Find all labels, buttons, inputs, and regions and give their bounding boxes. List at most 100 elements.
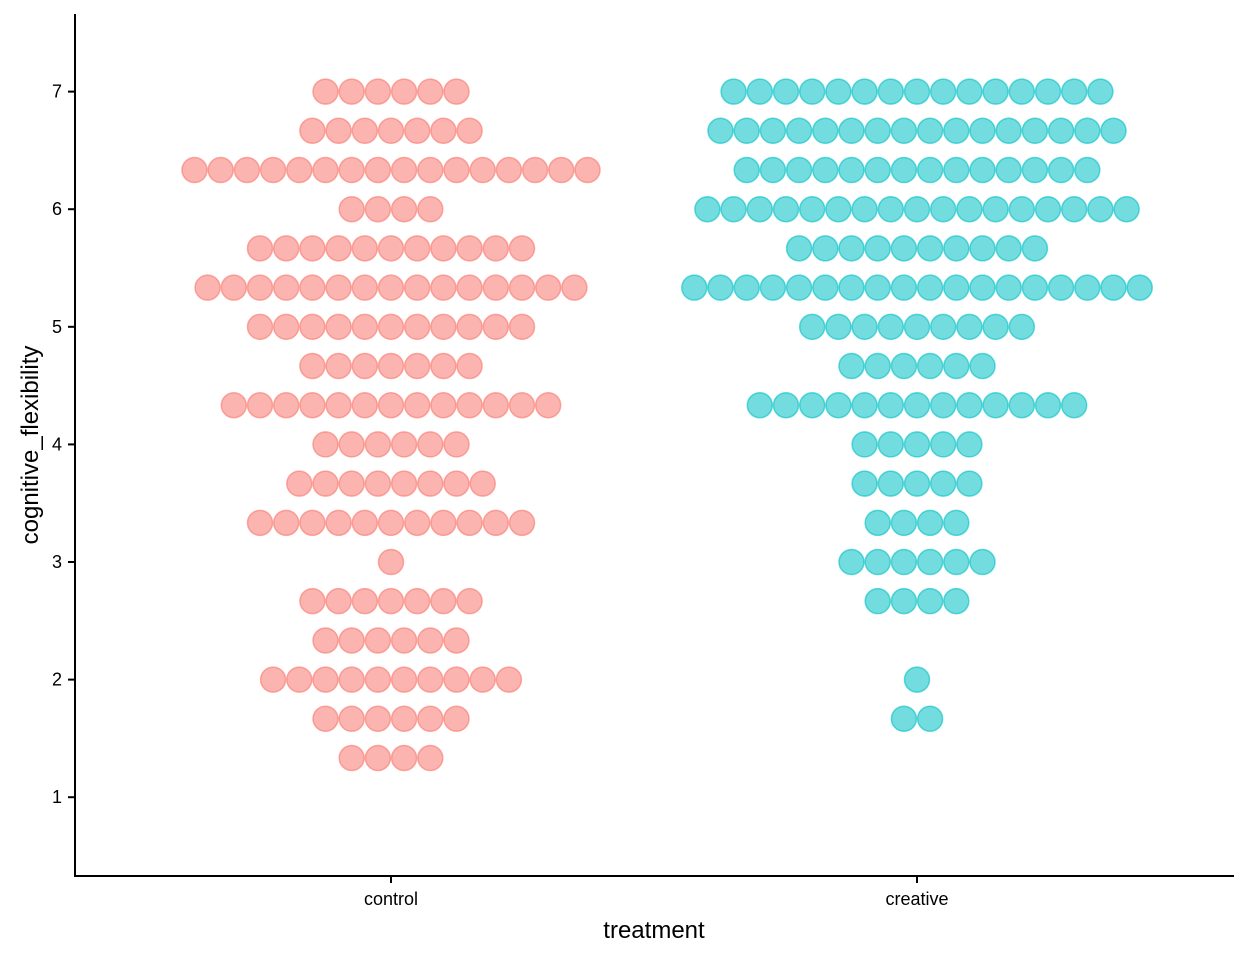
dot-creative <box>720 78 747 105</box>
dot-control <box>338 156 365 184</box>
dot-creative <box>995 156 1022 184</box>
dot-creative <box>1074 274 1101 301</box>
dot-control <box>430 509 457 537</box>
dot-control <box>430 274 457 301</box>
dot-control <box>456 313 483 341</box>
dot-control <box>364 195 392 223</box>
dot-creative <box>929 431 957 458</box>
dot-control <box>390 744 418 772</box>
dot-creative <box>1008 78 1036 105</box>
dot-creative <box>956 78 983 105</box>
dot-creative <box>1008 392 1036 419</box>
dot-creative <box>995 235 1022 262</box>
dot-control <box>430 117 457 145</box>
dot-control <box>377 548 405 576</box>
dot-control <box>351 117 379 145</box>
dot-creative <box>772 195 800 223</box>
dot-creative <box>916 235 944 262</box>
dot-creative <box>864 548 891 576</box>
dot-control <box>246 509 274 537</box>
dot-control <box>377 587 405 615</box>
dot-control <box>521 156 549 184</box>
dot-control <box>430 313 457 341</box>
dot-creative <box>903 392 931 419</box>
dot-creative <box>825 313 852 341</box>
dot-creative <box>956 313 983 341</box>
dot-control <box>325 587 352 615</box>
dot-control <box>338 78 365 105</box>
dot-control <box>338 744 365 772</box>
dot-creative <box>1034 195 1062 223</box>
dot-control <box>338 627 365 654</box>
dot-creative <box>1100 117 1127 145</box>
dot-control <box>233 156 261 184</box>
dot-control <box>377 117 405 145</box>
dot-creative <box>785 156 813 184</box>
dot-control <box>299 392 326 419</box>
dot-control <box>390 705 418 733</box>
dot-control <box>443 705 470 733</box>
dot-control <box>443 431 470 458</box>
dot-creative <box>1060 195 1088 223</box>
dot-control <box>456 352 483 380</box>
dot-control <box>325 509 352 537</box>
dot-creative <box>838 117 865 145</box>
dot-creative <box>785 117 813 145</box>
y-tick-label: 2 <box>52 670 62 690</box>
y-tick-label: 3 <box>52 552 62 572</box>
dot-control <box>312 470 339 497</box>
dot-creative <box>1021 235 1049 262</box>
dot-creative <box>890 548 918 576</box>
dot-creative <box>943 235 970 262</box>
dot-creative <box>1100 274 1127 301</box>
dot-creative <box>916 156 944 184</box>
dot-creative <box>916 117 944 145</box>
dot-control <box>417 470 444 497</box>
dot-control <box>548 156 575 184</box>
dot-creative <box>759 274 787 301</box>
dot-control <box>430 587 457 615</box>
dot-control <box>364 156 392 184</box>
dot-control <box>181 156 208 184</box>
dot-control <box>351 587 379 615</box>
dot-control <box>495 666 523 693</box>
dot-control <box>364 431 392 458</box>
dot-creative <box>812 235 839 262</box>
dot-control <box>377 392 405 419</box>
dot-control <box>299 352 326 380</box>
dot-creative <box>982 195 1009 223</box>
dot-creative <box>746 392 774 419</box>
dot-creative <box>877 313 905 341</box>
dot-creative <box>1034 78 1062 105</box>
dot-creative <box>864 117 891 145</box>
dot-creative <box>825 78 852 105</box>
dot-creative <box>838 156 865 184</box>
dot-control <box>390 431 418 458</box>
dot-control <box>364 78 392 105</box>
dot-control <box>456 392 483 419</box>
dots-layer <box>181 78 1153 772</box>
dot-creative <box>956 195 983 223</box>
dot-creative <box>929 392 957 419</box>
dot-control <box>312 78 339 105</box>
dot-creative <box>890 352 918 380</box>
dot-creative <box>864 156 891 184</box>
dot-control <box>469 470 496 497</box>
dot-control <box>194 274 221 301</box>
dot-control <box>299 235 326 262</box>
dot-control <box>351 313 379 341</box>
dot-creative <box>838 274 865 301</box>
dot-control <box>299 117 326 145</box>
dot-creative <box>916 274 944 301</box>
y-ticks: 1 2 3 4 5 6 7 <box>52 82 75 807</box>
dot-creative <box>798 195 826 223</box>
dot-control <box>403 587 431 615</box>
dot-creative <box>1008 313 1036 341</box>
dot-control <box>325 352 352 380</box>
dot-control <box>403 235 431 262</box>
dot-creative <box>929 470 957 497</box>
dot-control <box>469 156 496 184</box>
dot-control <box>299 274 326 301</box>
dot-control <box>312 156 339 184</box>
dot-creative <box>877 470 905 497</box>
